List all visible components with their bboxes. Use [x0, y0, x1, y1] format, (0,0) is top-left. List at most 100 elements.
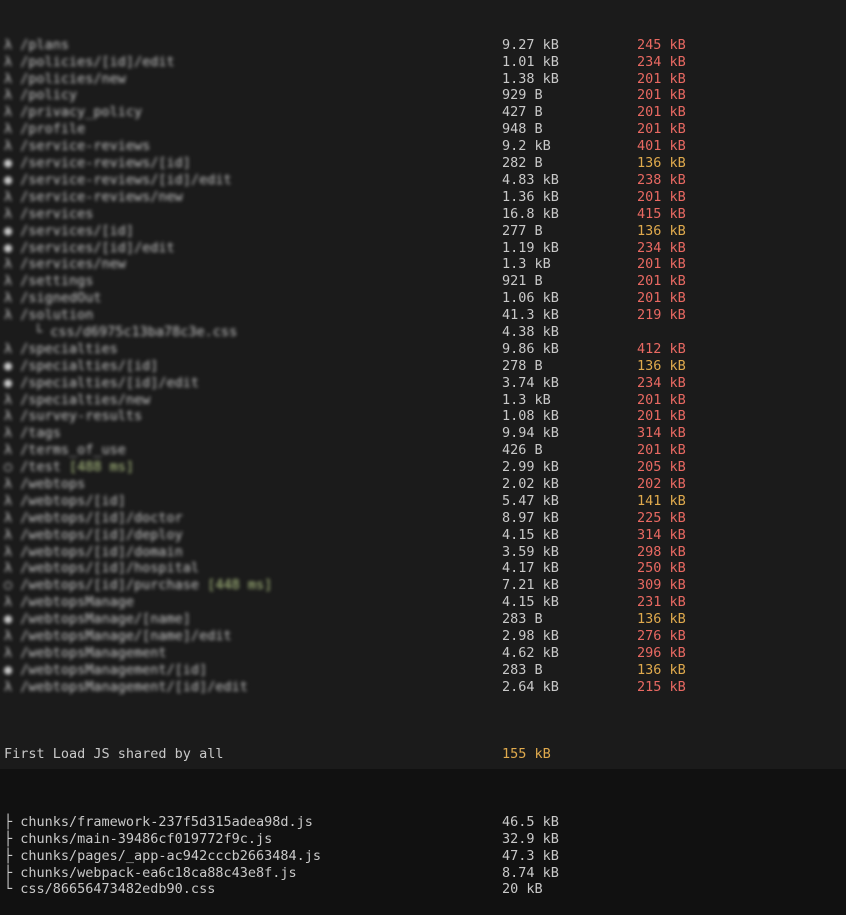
- size-cell: 283 B: [502, 661, 543, 678]
- route-cell: λ /privacy_policy: [4, 104, 143, 121]
- first-load-cell: 201 kB: [637, 408, 686, 425]
- shared-file-row: ├ chunks/webpack-ea6c18ca88c43e8f.js 8.74…: [4, 865, 844, 882]
- size-cell: 921 B: [502, 273, 543, 290]
- shared-file-list: ├ chunks/framework-237f5d315adea98d.js 46…: [4, 814, 846, 898]
- size-cell: 4.38 kB: [502, 323, 559, 340]
- route-row: λ /policies/[id]/edit 1.01 kB 234 kB: [4, 54, 844, 71]
- route-cell: λ /webtops: [4, 475, 86, 492]
- route-cell: λ /settings: [4, 273, 94, 290]
- first-load-cell: 234 kB: [637, 53, 686, 70]
- build-time-annotation: [488 ms]: [60, 459, 135, 476]
- route-row: λ /specialties 9.86 kB 412 kB: [4, 341, 844, 358]
- first-load-cell: 219 kB: [637, 307, 686, 324]
- route-cell: λ /webtopsManagement/[id]/edit: [4, 678, 248, 695]
- shared-label: First Load JS shared by all: [4, 746, 224, 763]
- first-load-cell: 314 kB: [637, 526, 686, 543]
- shared-file-row: ├ chunks/pages/_app-ac942cccb2663484.js 4…: [4, 848, 844, 865]
- shared-file-size: 20 kB: [502, 881, 543, 898]
- route-cell: λ /profile: [4, 121, 86, 138]
- shared-file-name: ├ chunks/pages/_app-ac942cccb2663484.js: [4, 847, 321, 864]
- route-cell: λ /solution: [4, 307, 94, 324]
- shared-file-name: ├ chunks/main-39486cf019772f9c.js: [4, 830, 273, 847]
- shared-file-name: └ css/86656473482edb90.css: [4, 881, 216, 898]
- first-load-cell: 201 kB: [637, 188, 686, 205]
- first-load-cell: 415 kB: [637, 205, 686, 222]
- route-row: λ /profile 948 B 201 kB: [4, 121, 844, 138]
- route-row: λ /solution 41.3 kB 219 kB: [4, 307, 844, 324]
- route-row: λ /privacy_policy 427 B 201 kB: [4, 104, 844, 121]
- first-load-cell: 136 kB: [637, 155, 686, 172]
- shared-file-size: 46.5 kB: [502, 813, 559, 830]
- route-cell: λ /webtopsManagement: [4, 644, 167, 661]
- shared-file-row: ├ chunks/main-39486cf019772f9c.js 32.9 kB: [4, 831, 844, 848]
- size-cell: 8.97 kB: [502, 509, 559, 526]
- route-row: λ /webtopsManagement/[id]/edit 2.64 kB 215…: [4, 679, 844, 696]
- first-load-cell: 136 kB: [637, 611, 686, 628]
- route-row: λ /settings 921 B 201 kB: [4, 273, 844, 290]
- route-row: λ /specialties/new 1.3 kB 201 kB: [4, 392, 844, 409]
- route-row: λ /webtopsManagement 4.62 kB 296 kB: [4, 645, 844, 662]
- first-load-cell: 201 kB: [637, 273, 686, 290]
- size-cell: 41.3 kB: [502, 307, 559, 324]
- size-cell: 1.36 kB: [502, 188, 559, 205]
- shared-file-size: 32.9 kB: [502, 830, 559, 847]
- size-cell: 1.3 kB: [502, 391, 551, 408]
- first-load-cell: 298 kB: [637, 543, 686, 560]
- size-cell: 277 B: [502, 222, 543, 239]
- route-cell: λ /service-reviews: [4, 138, 151, 155]
- route-cell: λ /webtopsManage/[name]/edit: [4, 627, 232, 644]
- route-cell: ○ /test [488 ms]: [4, 459, 135, 476]
- first-load-cell: 136 kB: [637, 357, 686, 374]
- first-load-cell: 250 kB: [637, 560, 686, 577]
- route-row: λ /webtopsManage/[name]/edit 2.98 kB 276 k…: [4, 628, 844, 645]
- route-cell: λ /webtops/[id]/hospital: [4, 560, 200, 577]
- route-list: λ /plans 9.27 kB 245 kB λ /policies/[id]/ed…: [4, 37, 846, 696]
- shared-file-size: 47.3 kB: [502, 847, 559, 864]
- size-cell: 2.64 kB: [502, 678, 559, 695]
- route-row: λ /webtopsManage 4.15 kB 231 kB: [4, 594, 844, 611]
- route-cell: ● /services/[id]/edit: [4, 239, 175, 256]
- route-row: λ /webtops 2.02 kB 202 kB: [4, 476, 844, 493]
- size-cell: 4.17 kB: [502, 560, 559, 577]
- size-cell: 426 B: [502, 442, 543, 459]
- route-row: λ /signedOut 1.06 kB 201 kB: [4, 290, 844, 307]
- route-row: ● /webtopsManage/[name] 283 B 136 kB: [4, 611, 844, 628]
- size-cell: 948 B: [502, 121, 543, 138]
- first-load-cell: 215 kB: [637, 678, 686, 695]
- first-load-cell: 201 kB: [637, 87, 686, 104]
- size-cell: 4.62 kB: [502, 644, 559, 661]
- route-cell: λ /webtops/[id]/deploy: [4, 526, 183, 543]
- route-cell: λ /service-reviews/new: [4, 188, 183, 205]
- size-cell: 1.38 kB: [502, 70, 559, 87]
- size-cell: 1.3 kB: [502, 256, 551, 273]
- route-cell: λ /policies/[id]/edit: [4, 53, 175, 70]
- route-row: λ /services/new 1.3 kB 201 kB: [4, 256, 844, 273]
- first-load-cell: 201 kB: [637, 290, 686, 307]
- size-cell: 1.19 kB: [502, 239, 559, 256]
- size-cell: 3.74 kB: [502, 374, 559, 391]
- route-row: └ css/d6975c13ba78c3e.css 4.38 kB: [4, 324, 844, 341]
- route-cell: λ /specialties/new: [4, 391, 151, 408]
- first-load-cell: 401 kB: [637, 138, 686, 155]
- route-cell: └ css/d6975c13ba78c3e.css: [34, 323, 238, 340]
- size-cell: 4.15 kB: [502, 526, 559, 543]
- shared-file-row: └ css/86656473482edb90.css 20 kB: [4, 881, 844, 898]
- route-cell: λ /tags: [4, 425, 61, 442]
- first-load-cell: 225 kB: [637, 509, 686, 526]
- route-cell: ● /webtopsManage/[name]: [4, 611, 191, 628]
- size-cell: 278 B: [502, 357, 543, 374]
- route-row: ● /specialties/[id]/edit 3.74 kB 234 kB: [4, 375, 844, 392]
- size-cell: 2.02 kB: [502, 475, 559, 492]
- first-load-cell: 201 kB: [637, 391, 686, 408]
- route-row: λ /terms_of_use 426 B 201 kB: [4, 442, 844, 459]
- route-cell: ● /service-reviews/[id]: [4, 155, 191, 172]
- route-cell: λ /webtops/[id]/doctor: [4, 509, 183, 526]
- size-cell: 4.83 kB: [502, 171, 559, 188]
- first-load-cell: 136 kB: [637, 661, 686, 678]
- size-cell: 9.2 kB: [502, 138, 551, 155]
- route-row: ● /services/[id] 277 B 136 kB: [4, 223, 844, 240]
- size-cell: 283 B: [502, 611, 543, 628]
- first-load-cell: 201 kB: [637, 442, 686, 459]
- size-cell: 9.94 kB: [502, 425, 559, 442]
